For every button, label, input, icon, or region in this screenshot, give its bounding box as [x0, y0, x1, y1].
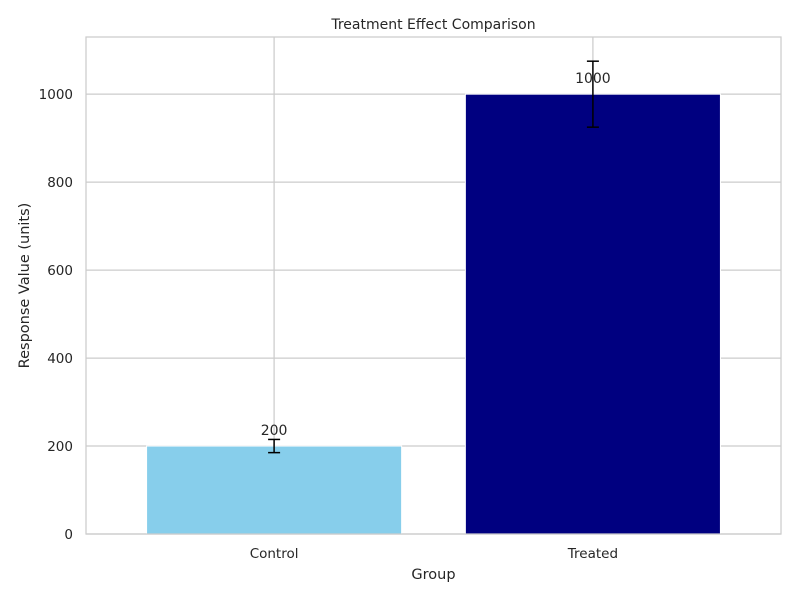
y-axis-label: Response Value (units) — [17, 203, 33, 369]
y-tick-label: 800 — [47, 175, 73, 191]
value-label: 1000 — [575, 71, 611, 87]
x-tick-label: Control — [250, 546, 299, 562]
bar-control — [146, 445, 403, 535]
y-tick-label: 1000 — [39, 87, 73, 103]
value-label: 200 — [261, 423, 288, 439]
error-bars — [268, 60, 599, 454]
y-tick-label: 0 — [64, 527, 73, 543]
y-axis-ticks: 0 200 400 600 800 1000 — [39, 87, 73, 543]
y-tick-label: 400 — [47, 351, 73, 367]
y-tick-label: 600 — [47, 263, 73, 279]
bars — [146, 93, 721, 535]
x-tick-label: Treated — [567, 546, 618, 562]
x-axis-ticks: Control Treated — [250, 546, 618, 562]
value-labels: 200 1000 — [261, 71, 611, 439]
bar-treated — [464, 93, 721, 535]
chart-title: Treatment Effect Comparison — [330, 17, 535, 33]
y-tick-label: 200 — [47, 439, 73, 455]
x-axis-label: Group — [411, 567, 455, 583]
plot-frame — [85, 36, 782, 535]
